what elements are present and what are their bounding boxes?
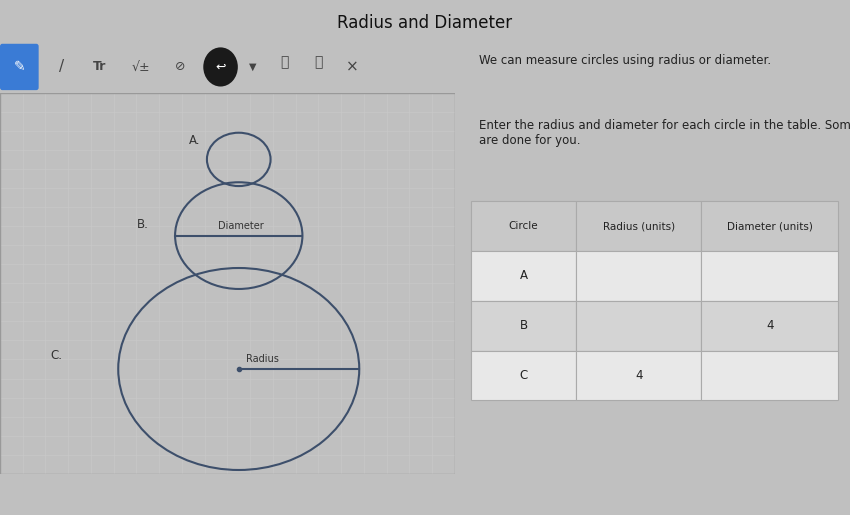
Text: 4: 4 (635, 369, 643, 382)
Text: ✎: ✎ (14, 60, 26, 74)
Text: B: B (519, 319, 528, 332)
Circle shape (203, 47, 238, 87)
FancyBboxPatch shape (701, 201, 838, 251)
FancyBboxPatch shape (701, 351, 838, 400)
Text: Diameter: Diameter (218, 221, 264, 231)
Text: C: C (519, 369, 528, 382)
FancyBboxPatch shape (0, 44, 38, 90)
Text: ⊘: ⊘ (174, 60, 185, 74)
FancyBboxPatch shape (576, 251, 701, 301)
FancyBboxPatch shape (576, 201, 701, 251)
Text: Radius: Radius (246, 354, 279, 364)
FancyBboxPatch shape (471, 201, 576, 251)
Text: Radius and Diameter: Radius and Diameter (337, 14, 513, 31)
Text: Tr: Tr (94, 60, 107, 74)
FancyBboxPatch shape (471, 301, 576, 351)
Text: C.: C. (50, 350, 62, 363)
Text: Diameter (units): Diameter (units) (727, 221, 813, 231)
Text: 4: 4 (766, 319, 774, 332)
Text: Radius (units): Radius (units) (603, 221, 675, 231)
FancyBboxPatch shape (576, 301, 701, 351)
Text: Enter the radius and diameter for each circle in the table. Some
are done for yo: Enter the radius and diameter for each c… (479, 119, 850, 147)
Text: ⌢: ⌢ (280, 55, 288, 69)
Text: We can measure circles using radius or diameter.: We can measure circles using radius or d… (479, 54, 771, 67)
Text: A: A (519, 269, 528, 282)
FancyBboxPatch shape (471, 351, 576, 400)
FancyBboxPatch shape (576, 351, 701, 400)
Text: ×: × (346, 59, 359, 75)
Text: ▼: ▼ (249, 62, 256, 72)
Text: Circle: Circle (508, 221, 538, 231)
Text: A.: A. (189, 134, 201, 147)
FancyBboxPatch shape (701, 251, 838, 301)
Text: ⌢: ⌢ (314, 55, 322, 69)
Text: B.: B. (136, 218, 148, 231)
Text: /: / (59, 59, 64, 75)
Text: ↩: ↩ (215, 60, 226, 74)
FancyBboxPatch shape (701, 301, 838, 351)
FancyBboxPatch shape (471, 251, 576, 301)
Text: √±: √± (132, 60, 150, 74)
